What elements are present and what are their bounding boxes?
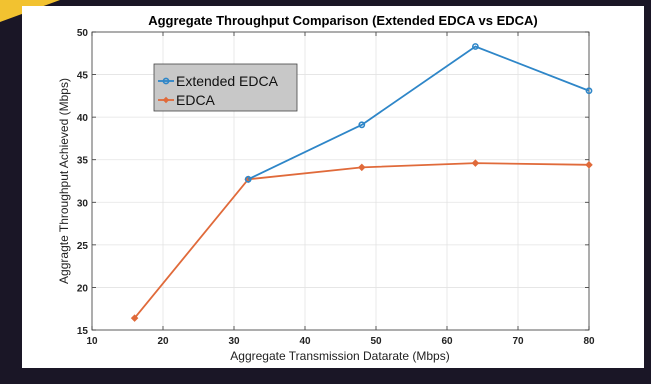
chart-slide: Aggregate Throughput Comparison (Extende… xyxy=(22,6,644,368)
y-axis-label: Aggragte Throughput Achieved (Mbps) xyxy=(57,78,71,284)
x-tick-label: 30 xyxy=(228,336,240,347)
edca-data-point xyxy=(471,159,480,167)
grid xyxy=(92,32,589,330)
x-tick-label: 40 xyxy=(299,336,311,347)
line-chart: Aggregate Throughput Comparison (Extende… xyxy=(57,13,595,363)
edca-data-point xyxy=(358,163,366,172)
chart-title: Aggregate Throughput Comparison (Extende… xyxy=(148,13,538,28)
edca-data-point xyxy=(585,161,593,169)
legend-label: Extended EDCA xyxy=(176,73,279,89)
y-tick-label: 40 xyxy=(77,113,89,124)
y-tick-label: 25 xyxy=(77,241,89,252)
extended-edca-data-point xyxy=(471,43,479,50)
y-tick-label: 50 xyxy=(77,28,89,39)
x-axis-label: Aggregate Transmission Datarate (Mbps) xyxy=(230,349,449,363)
x-tick-label: 10 xyxy=(86,336,98,347)
x-axis-ticks: 10 20 30 40 50 60 70 80 xyxy=(86,32,595,347)
x-tick-label: 50 xyxy=(370,336,382,347)
y-tick-label: 45 xyxy=(77,71,89,82)
extended-edca-series-line xyxy=(247,45,590,181)
y-tick-label: 15 xyxy=(77,326,89,337)
x-tick-label: 80 xyxy=(583,336,595,347)
edca-data-point xyxy=(130,314,139,322)
series-layer xyxy=(130,43,593,322)
legend: Extended EDCA EDCA xyxy=(153,63,298,112)
y-tick-label: 35 xyxy=(77,156,89,167)
y-tick-label: 30 xyxy=(77,198,89,209)
x-tick-label: 60 xyxy=(441,336,453,347)
legend-marker-edca xyxy=(162,96,170,104)
legend-box xyxy=(153,63,298,112)
x-tick-label: 20 xyxy=(157,336,169,347)
extended-edca-data-point xyxy=(358,121,366,129)
legend-marker-extended-edca xyxy=(162,77,170,85)
x-tick-label: 70 xyxy=(512,336,524,347)
y-tick-label: 20 xyxy=(77,283,89,294)
legend-label: EDCA xyxy=(176,92,216,108)
extended-edca-data-point xyxy=(244,175,252,183)
y-axis-ticks: 15 20 25 30 35 40 45 50 xyxy=(77,28,589,337)
extended-edca-data-point xyxy=(585,87,593,95)
